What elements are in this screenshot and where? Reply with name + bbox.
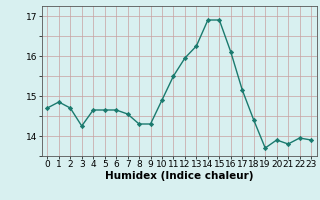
X-axis label: Humidex (Indice chaleur): Humidex (Indice chaleur) — [105, 171, 253, 181]
